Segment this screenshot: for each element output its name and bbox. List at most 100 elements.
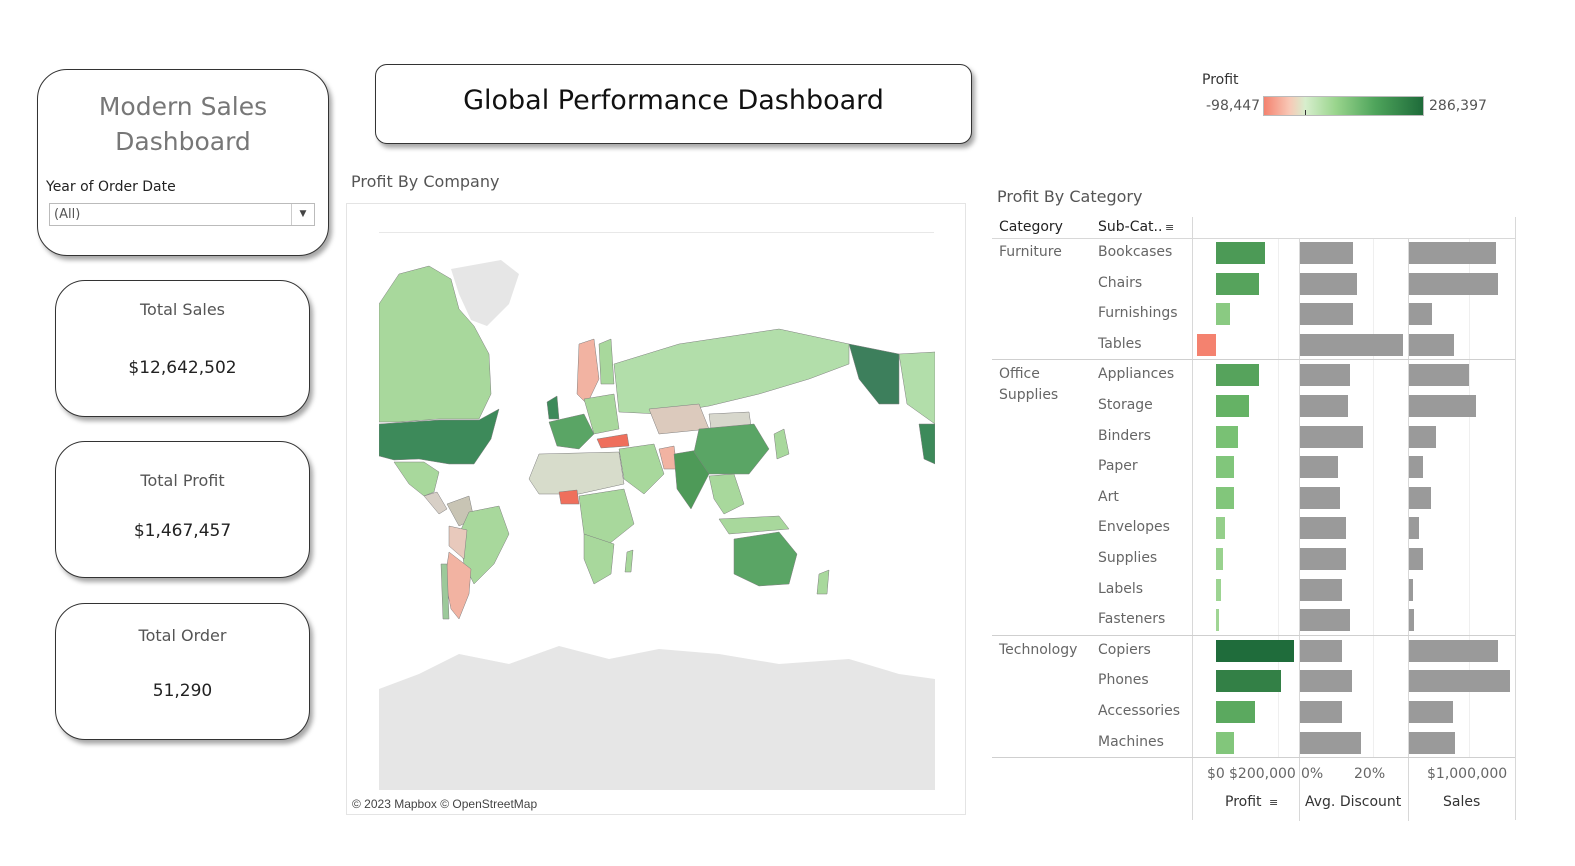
subcategory-label[interactable]: Storage [1098,397,1153,413]
sales-bar[interactable] [1409,242,1496,264]
profit-bar[interactable] [1216,517,1225,540]
profit-bar[interactable] [1216,395,1249,417]
discount-bar[interactable] [1300,242,1354,264]
profit-bar[interactable] [1216,303,1230,326]
col-title-profit[interactable]: Profit [1225,794,1262,810]
total-order-label: Total Order [138,626,227,645]
legend-min: -98,447 [1206,98,1261,114]
group-separator [992,359,1515,361]
discount-bar[interactable] [1300,517,1346,540]
sales-bar[interactable] [1409,395,1476,417]
subcategory-label[interactable]: Accessories [1098,703,1181,719]
subcategory-label[interactable]: Appliances [1098,366,1175,383]
discount-bar[interactable] [1300,425,1364,448]
subcategory-label[interactable]: Phones [1098,672,1149,689]
page-title: Global Performance Dashboard [463,85,884,116]
sales-bar[interactable] [1409,517,1420,540]
world-map[interactable] [379,234,935,790]
subcategory-label[interactable]: Machines [1098,733,1164,750]
col-header-category[interactable]: Category [999,219,1063,235]
discount-bar[interactable] [1300,639,1343,662]
total-sales-card: Total Sales $12,642,502 [55,280,310,417]
discount-bar[interactable] [1300,456,1339,479]
profit-bar[interactable] [1216,364,1259,387]
discount-bar[interactable] [1300,303,1354,326]
profit-bar[interactable] [1216,242,1265,264]
subcategory-label[interactable]: Fasteners [1098,611,1166,628]
map-region-north-africa [528,451,625,495]
sales-bar[interactable] [1409,578,1414,601]
category-label: Office Supplies [999,366,1059,404]
discount-bar[interactable] [1300,272,1358,295]
discount-bar[interactable] [1300,701,1343,723]
profit-bar[interactable] [1216,670,1282,693]
profit-bar[interactable] [1216,578,1221,601]
grid-vline [1299,238,1300,821]
sort-icon[interactable]: ≡ [1165,221,1175,234]
profit-bar[interactable] [1216,639,1294,662]
profit-bar[interactable] [1216,701,1255,723]
year-filter-dropdown[interactable]: (All) ▼ [49,203,315,226]
sort-icon[interactable]: ≡ [1269,796,1279,809]
discount-bar[interactable] [1300,731,1362,754]
map-panel[interactable]: © 2023 Mapbox © OpenStreetMap [346,203,966,815]
discount-bar[interactable] [1300,548,1346,570]
sales-bar[interactable] [1409,333,1454,356]
subcategory-label[interactable]: Tables [1098,335,1142,352]
legend-gradient [1263,96,1424,116]
sales-bar[interactable] [1409,731,1456,754]
profit-bar[interactable] [1216,272,1259,295]
sales-bar[interactable] [1409,639,1499,662]
discount-bar[interactable] [1300,395,1348,417]
subcategory-label[interactable]: Supplies [1098,550,1158,566]
profit-bar[interactable] [1216,548,1223,570]
profit-bar[interactable] [1196,333,1216,356]
subcategory-label[interactable]: Binders [1098,427,1151,444]
subcategory-label[interactable]: Copiers [1098,641,1151,658]
sales-bar[interactable] [1409,456,1424,479]
chevron-down-icon[interactable]: ▼ [291,204,314,225]
discount-bar[interactable] [1300,670,1352,693]
category-panel-title: Profit By Category [997,187,1143,206]
subcategory-label[interactable]: Bookcases [1098,244,1173,260]
sales-bar[interactable] [1409,364,1469,387]
map-region-chile [440,563,450,620]
discount-bar[interactable] [1300,578,1343,601]
map-region-central-africa [578,488,635,545]
discount-bar[interactable] [1300,486,1341,509]
subcategory-label[interactable]: Chairs [1098,274,1143,291]
sales-bar[interactable] [1409,609,1414,632]
col-title-avg-discount[interactable]: Avg. Discount [1305,794,1402,810]
map-attribution[interactable]: © 2023 Mapbox © OpenStreetMap [352,797,538,811]
subcategory-label[interactable]: Envelopes [1098,519,1170,536]
col-title-sales[interactable]: Sales [1443,794,1481,810]
map-region-canada [379,265,492,423]
sales-bar[interactable] [1409,701,1454,723]
total-profit-card: Total Profit $1,467,457 [55,441,310,578]
profit-bar[interactable] [1216,425,1238,448]
sales-bar[interactable] [1409,303,1432,326]
profit-bar[interactable] [1216,609,1220,632]
map-region-turkey [596,433,630,449]
subcategory-label[interactable]: Paper [1098,458,1138,475]
discount-bar[interactable] [1300,364,1350,387]
subcategory-label[interactable]: Art [1098,488,1119,505]
col-header-subcategory[interactable]: Sub-Cat.. [1098,219,1163,235]
map-region-indonesia [718,515,790,535]
sales-bar[interactable] [1409,272,1498,295]
year-filter-label: Year of Order Date [46,179,176,195]
year-filter-value: (All) [54,207,81,222]
discount-bar[interactable] [1300,609,1350,632]
subcategory-label[interactable]: Labels [1098,580,1144,597]
discount-bar[interactable] [1300,333,1404,356]
sales-bar[interactable] [1409,548,1424,570]
subcategory-label[interactable]: Furnishings [1098,305,1178,322]
sales-bar[interactable] [1409,670,1510,693]
map-region-western-europe [548,413,595,450]
profit-bar[interactable] [1216,731,1234,754]
profit-bar[interactable] [1216,486,1234,509]
sales-bar[interactable] [1409,425,1437,448]
gridline [1469,238,1470,758]
profit-bar[interactable] [1216,456,1234,479]
sales-bar[interactable] [1409,486,1431,509]
